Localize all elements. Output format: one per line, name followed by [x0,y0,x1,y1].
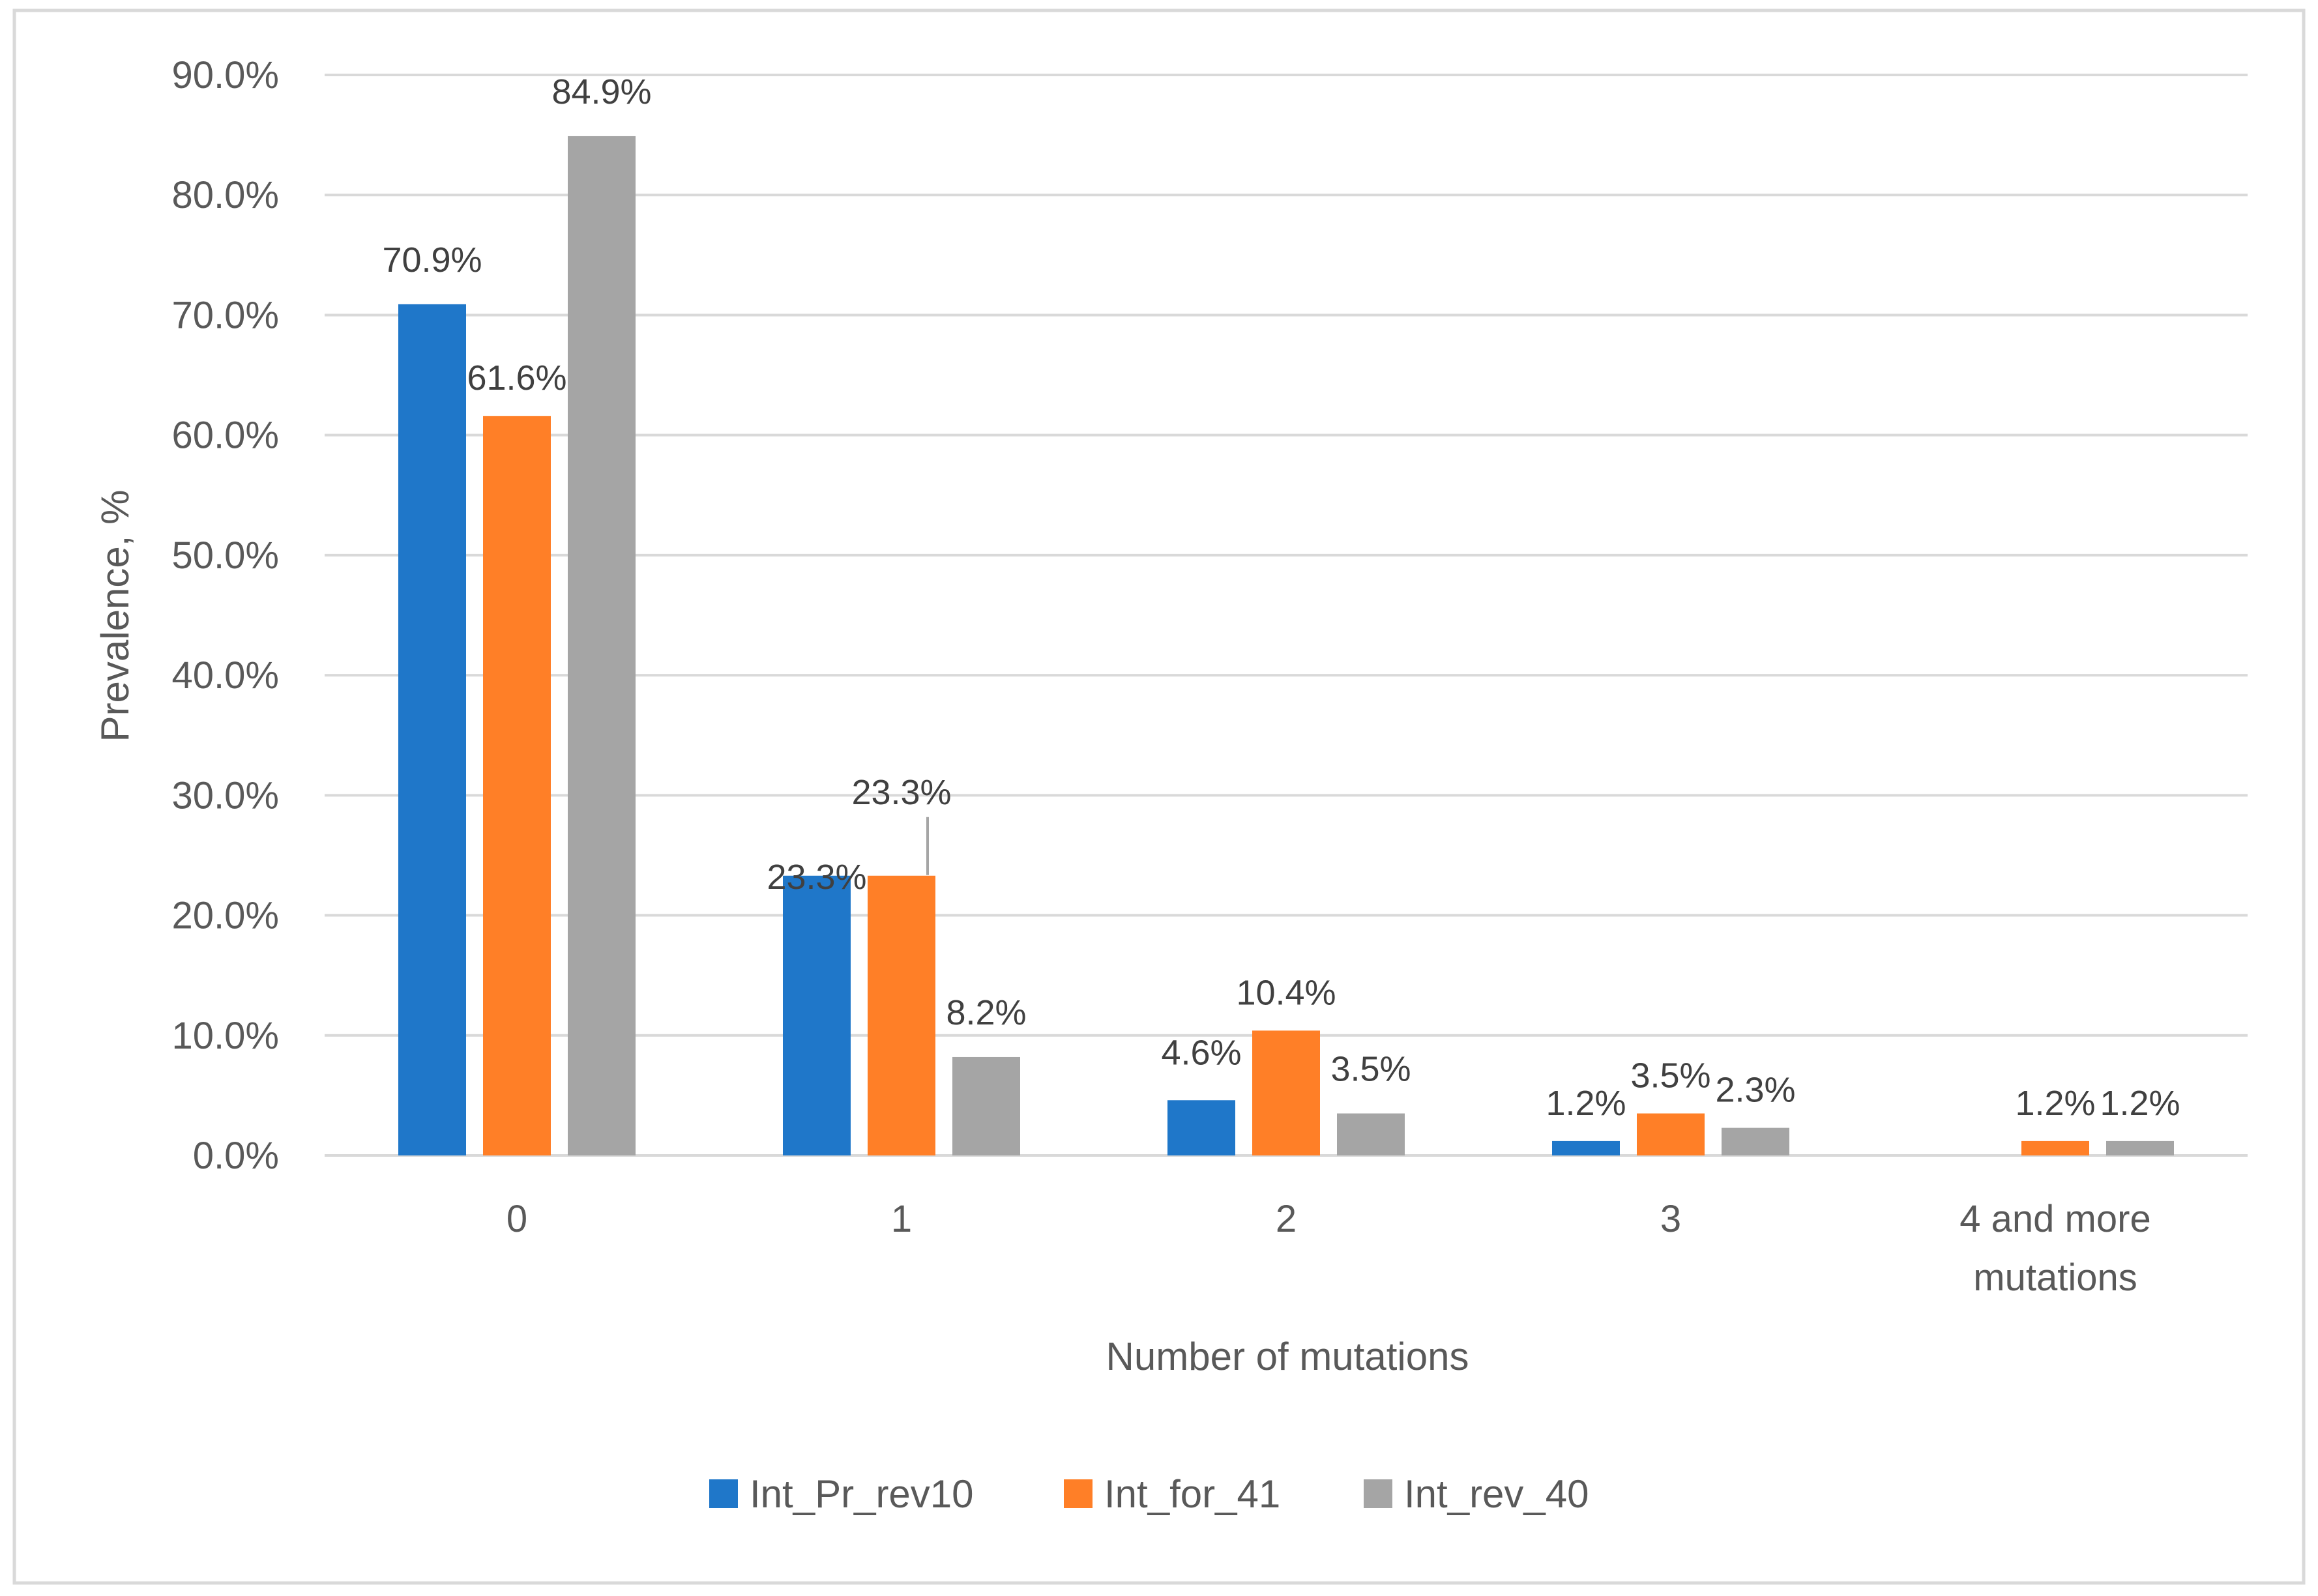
legend-swatch [1364,1479,1392,1508]
bar-Int_for_41-1 [868,875,935,1155]
x-tick-label: 1 [891,1198,912,1240]
data-label-Int_Pr_rev10-0: 70.9% [382,240,482,280]
legend-swatch [709,1479,738,1508]
y-tick-label: 60.0% [172,414,279,457]
y-tick-label: 90.0% [172,54,279,96]
bar-Int_for_41-0 [483,416,551,1155]
y-axis-title: Prevalence, % [93,490,137,742]
data-label-Int_for_41-3: 3.5% [1630,1056,1710,1095]
bar-Int_rev_40-2 [1337,1113,1405,1155]
bar-Int_Pr_rev10-0 [398,304,466,1155]
x-tick-label: 4 and more mutations [1959,1198,2150,1299]
legend-item-Int_rev_40: Int_rev_40 [1364,1472,1589,1516]
data-label-Int_Pr_rev10-2: 4.6% [1161,1033,1241,1072]
bar-Int_Pr_rev10-2 [1167,1100,1235,1155]
bar-Int_Pr_rev10-3 [1552,1140,1620,1155]
x-tick-label: 2 [1276,1198,1297,1240]
legend: Int_Pr_rev10 Int_for_41 Int_rev_40 [709,1472,1589,1516]
legend-label: Int_for_41 [1104,1472,1280,1516]
data-label-Int_for_41-2: 10.4% [1236,973,1336,1012]
data-label-Int_Pr_rev10-3: 1.2% [1546,1084,1626,1123]
data-label-Int_rev_40-1: 8.2% [946,993,1026,1032]
y-tick-label: 10.0% [172,1015,279,1057]
data-labels: 70.9%23.3%4.6%1.2%61.6%23.3%10.4%3.5%1.2… [382,72,2180,1123]
gridlines [325,74,2248,1157]
y-tick-label: 20.0% [172,895,279,937]
bars [398,136,2174,1155]
y-axis-ticks: 0.0% 10.0% 20.0% 30.0% 40.0% 50.0% 60.0% 70.0% 8… [172,54,279,1177]
bar-Int_Pr_rev10-1 [783,875,851,1155]
data-label-Int_rev_40-0: 84.9% [551,72,651,111]
x-tick-label: 0 [506,1198,527,1240]
legend-label: Int_Pr_rev10 [750,1472,974,1516]
legend-item-Int_for_41: Int_for_41 [1064,1472,1280,1516]
y-tick-label: 0.0% [193,1135,279,1177]
chart-border [12,8,2306,1585]
x-axis-ticks: 0 1 2 3 4 and more mutations [506,1198,2151,1299]
bar-Int_for_41-2 [1252,1030,1320,1155]
y-tick-label: 70.0% [172,294,279,336]
legend-label: Int_rev_40 [1404,1472,1589,1516]
data-label-Int_for_41-4: 1.2% [2015,1084,2095,1123]
data-label-Int_for_41-1: 23.3% [851,773,951,812]
bar-Int_rev_40-1 [952,1056,1020,1155]
bar-Int_rev_40-0 [568,136,636,1155]
x-tick-label: 3 [1660,1198,1681,1240]
bar-Int_for_41-4 [2021,1140,2089,1155]
y-tick-label: 30.0% [172,774,279,817]
data-label-Int_for_41-0: 61.6% [467,358,566,398]
data-label-Int_Pr_rev10-1: 23.3% [767,858,866,897]
y-tick-label: 40.0% [172,654,279,697]
bar-Int_rev_40-3 [1722,1127,1789,1155]
legend-item-Int_Pr_rev10: Int_Pr_rev10 [709,1472,974,1516]
data-label-Int_rev_40-4: 1.2% [2100,1084,2180,1123]
bar-Int_rev_40-4 [2106,1140,2174,1155]
x-axis-title: Number of mutations [1106,1335,1469,1378]
data-label-Int_rev_40-2: 3.5% [1330,1050,1411,1089]
bar-Int_for_41-3 [1637,1113,1705,1155]
data-label-Int_rev_40-3: 2.3% [1715,1071,1795,1110]
y-tick-label: 80.0% [172,174,279,216]
y-tick-label: 50.0% [172,534,279,577]
legend-swatch [1064,1479,1093,1508]
